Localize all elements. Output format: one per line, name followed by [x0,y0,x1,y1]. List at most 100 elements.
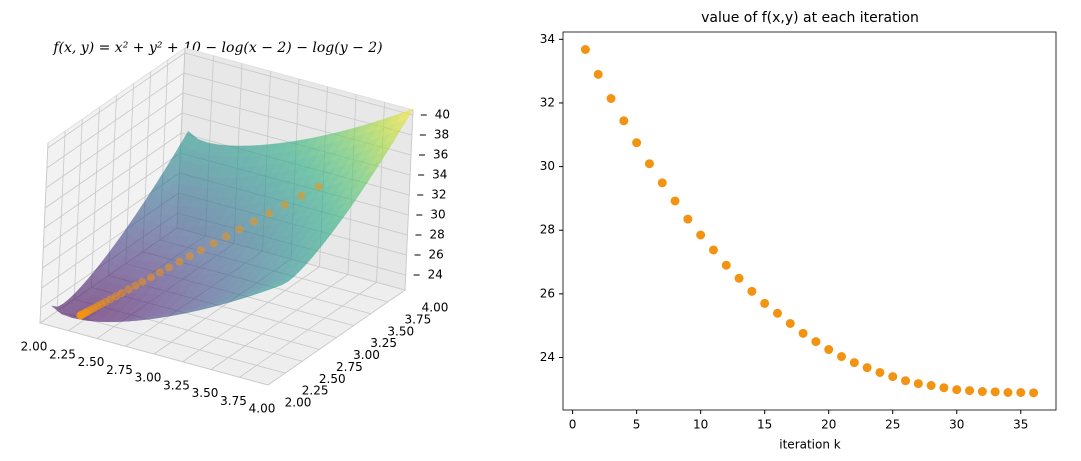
data-point [593,69,603,79]
trajectory-point [314,182,323,191]
data-point [811,337,821,347]
x-tick-label: 30 [949,418,964,432]
data-point [977,387,987,397]
data-point [644,159,654,169]
z-tick-label: 26 [429,248,444,262]
x-grid-line [404,109,414,291]
trajectory-point [196,246,205,255]
data-point [1003,388,1013,397]
surface-title: f(x, y) = x² + y² + 10 − log(x − 2) − lo… [52,40,382,56]
y-tick-label: 2.50 [319,372,346,386]
data-point [952,385,962,395]
data-point [619,116,629,126]
data-point [670,196,680,206]
data-point [926,381,936,390]
y-grid-line [39,322,269,386]
y-tick-label: 4.00 [422,301,449,315]
data-point [606,94,616,103]
x-tick-label: 35 [1013,418,1028,432]
z-tick-label: 40 [435,108,450,122]
z-grid-line [43,132,182,229]
x-tick-label: 2.50 [78,355,105,369]
plot-frame [562,31,1057,411]
x-tick-label: 0 [569,418,577,432]
data-point [696,230,706,240]
y-tick-label: 2.75 [336,360,363,374]
trajectory-point [175,257,184,266]
y-grid-line [108,95,117,276]
data-point [632,138,642,148]
y-tick-label: 24 [540,350,555,364]
data-point [798,328,808,338]
y-tick-label: 32 [540,95,555,109]
z-grid-line [47,52,186,149]
data-point [1016,388,1026,397]
y-grid-line [56,131,66,312]
x-tick-label: 10 [693,418,708,432]
y-grid-line [39,142,49,324]
x-tick-label: 15 [757,418,772,432]
z-tick-label: 36 [433,148,448,162]
z-tick-label: 38 [434,128,449,142]
trajectory-point [235,225,244,234]
data-point [939,383,949,393]
data-point [657,178,667,188]
trajectory-point [209,239,218,248]
y-tick-label: 30 [540,159,555,173]
trajectory-point [131,281,140,290]
z-tick-label: 34 [432,168,447,182]
data-point [965,386,975,396]
z-grid-line [46,72,185,169]
data-point [862,363,872,373]
y-tick-label: 3.25 [370,336,397,350]
z-grid-line [184,52,413,116]
z-tick-label: 28 [429,228,444,242]
x-tick-label: 4.00 [249,402,276,416]
x-tick-label: 20 [821,418,836,432]
trajectory-point [297,191,306,200]
data-point [580,45,590,54]
trajectory-point [265,209,274,218]
y-grid-line [73,119,83,300]
y-tick-label: 34 [540,32,555,46]
data-point [849,358,859,368]
x-tick-label: 3.75 [220,394,247,408]
data-point [708,245,718,255]
y-tick-label: 2.25 [302,384,329,398]
x-tick-label: 5 [633,418,641,432]
trajectory-point [222,232,231,241]
z-grid-line [44,112,183,209]
trajectory-point [164,263,173,272]
x-tick-label: 3.50 [192,386,219,400]
data-point [990,387,1000,397]
trajectory-point [280,200,289,209]
trajectory-point [146,273,155,282]
data-point [772,308,782,318]
data-point [875,367,885,377]
z-tick-label: 32 [431,188,446,202]
data-point [888,372,898,382]
x-tick-label: 2.00 [21,340,48,354]
x-tick-label: 2.25 [49,347,76,361]
data-point [785,318,795,328]
trajectory-point [185,252,194,261]
scatter-title: value of f(x,y) at each iteration [701,10,919,26]
y-grid-line [57,310,286,374]
trajectory-point [249,217,258,226]
trajectory-point [138,277,147,286]
y-tick-label: 26 [540,286,555,300]
data-point [747,286,757,296]
surface [51,108,414,322]
data-point [913,379,923,389]
z-grid-line [43,152,181,249]
trajectory-point [76,311,85,320]
data-point [824,345,834,355]
data-point [760,298,770,308]
x-tick-label: 3.00 [135,371,162,385]
x-tick-label: 3.25 [163,378,190,392]
data-point [1029,388,1039,398]
y-tick-label: 28 [540,223,555,237]
trajectory-point [124,285,133,294]
